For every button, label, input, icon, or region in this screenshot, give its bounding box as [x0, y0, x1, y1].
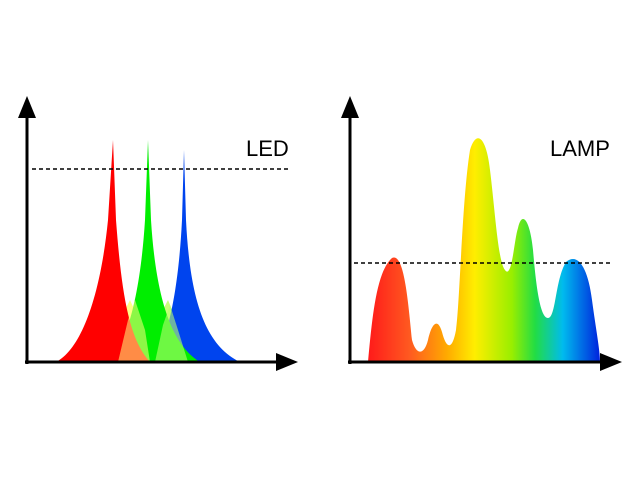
led-panel: LED — [18, 96, 298, 371]
lamp-spectrum-curve — [368, 138, 600, 362]
lamp-y-axis-arrow — [341, 96, 359, 118]
red-green-blend — [118, 300, 150, 362]
led-blue-peak — [150, 150, 240, 362]
lamp-x-axis-arrow — [600, 353, 622, 371]
lamp-label: LAMP — [550, 136, 610, 161]
led-label: LED — [246, 136, 289, 161]
green-blue-blend — [155, 305, 188, 362]
led-red-peak — [56, 140, 150, 362]
lamp-panel: LAMP — [341, 96, 622, 371]
led-green-peak — [108, 140, 200, 362]
led-x-axis-arrow — [276, 353, 298, 371]
led-y-axis-arrow — [18, 96, 36, 118]
